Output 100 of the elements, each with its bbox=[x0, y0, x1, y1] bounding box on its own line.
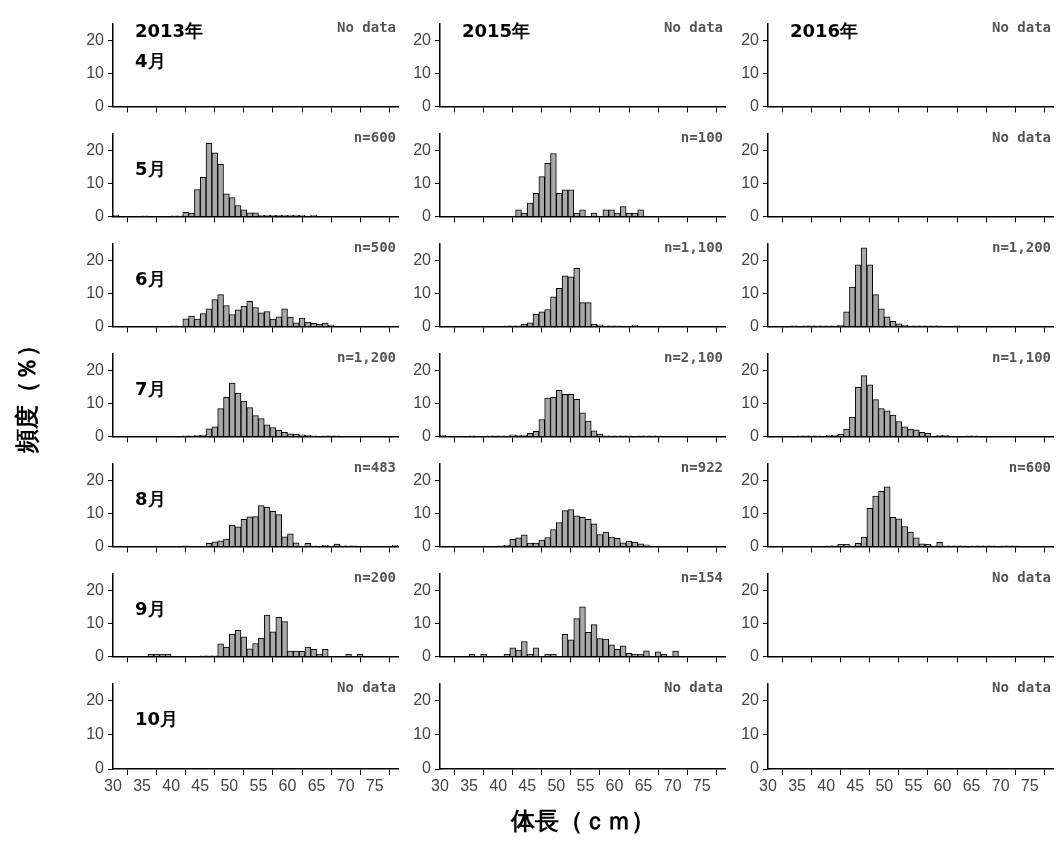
y-tick-label: 20 bbox=[413, 691, 432, 709]
y-tick-label: 10 bbox=[86, 283, 105, 301]
y-tick-label: 0 bbox=[422, 206, 432, 224]
x-tick-label: 75 bbox=[692, 777, 711, 795]
y-tick-label: 0 bbox=[750, 646, 760, 664]
x-tick-label: 50 bbox=[220, 777, 239, 795]
x-tick-label: 65 bbox=[634, 777, 653, 795]
x-tick-label: 65 bbox=[307, 777, 326, 795]
x-tick-label: 60 bbox=[605, 777, 624, 795]
annotation: n=1,200 bbox=[991, 239, 1051, 255]
y-tick-label: 10 bbox=[741, 613, 760, 631]
y-tick-label: 0 bbox=[95, 96, 105, 114]
text: 4月 bbox=[135, 49, 166, 73]
annotation: n=1,200 bbox=[336, 349, 396, 365]
text: 6月 bbox=[135, 267, 166, 291]
chart-title: 2013年 bbox=[135, 19, 204, 43]
y-tick-label: 20 bbox=[413, 140, 432, 158]
annotation: n=922 bbox=[680, 459, 723, 475]
x-tick-label: 45 bbox=[518, 777, 537, 795]
x-tick-label: 60 bbox=[933, 777, 952, 795]
y-tick-label: 10 bbox=[86, 725, 105, 743]
x-tick-label: 65 bbox=[962, 777, 981, 795]
text: 7月 bbox=[135, 377, 166, 401]
y-tick-label: 10 bbox=[413, 283, 432, 301]
y-tick-label: 20 bbox=[741, 250, 760, 268]
y-tick-label: 0 bbox=[422, 759, 432, 777]
y-tick-label: 10 bbox=[413, 63, 432, 81]
y-tick-label: 10 bbox=[413, 613, 432, 631]
y-tick-label: 0 bbox=[750, 206, 760, 224]
y-tick-label: 10 bbox=[741, 63, 760, 81]
x-tick-label: 35 bbox=[788, 777, 807, 795]
y-tick-label: 20 bbox=[413, 470, 432, 488]
y-tick-label: 20 bbox=[741, 140, 760, 158]
x-tick-label: 55 bbox=[576, 777, 595, 795]
y-tick-label: 20 bbox=[741, 30, 760, 48]
x-tick-label: 60 bbox=[278, 777, 297, 795]
annotation: No data bbox=[663, 679, 723, 695]
y-tick-label: 10 bbox=[86, 613, 105, 631]
y-tick-label: 0 bbox=[422, 426, 432, 444]
annotation: n=2,100 bbox=[663, 349, 723, 365]
y-tick-label: 0 bbox=[422, 536, 432, 554]
y-tick-label: 10 bbox=[741, 173, 760, 191]
annotation: No data bbox=[991, 679, 1051, 695]
y-tick-label: 10 bbox=[413, 393, 432, 411]
annotation: No data bbox=[336, 679, 396, 695]
y-tick-label: 10 bbox=[86, 503, 105, 521]
annotation: n=154 bbox=[680, 569, 723, 585]
y-tick-label: 0 bbox=[750, 316, 760, 334]
annotation: No data bbox=[991, 569, 1051, 585]
text: 10月 bbox=[135, 707, 179, 731]
y-tick-label: 10 bbox=[741, 283, 760, 301]
y-tick-label: 0 bbox=[95, 759, 105, 777]
x-tick-label: 55 bbox=[904, 777, 923, 795]
x-tick-label: 75 bbox=[365, 777, 384, 795]
annotation: n=200 bbox=[353, 569, 396, 585]
y-tick-label: 0 bbox=[750, 426, 760, 444]
annotation: n=500 bbox=[353, 239, 396, 255]
y-tick-label: 0 bbox=[95, 316, 105, 334]
y-tick-label: 20 bbox=[86, 30, 105, 48]
y-tick-label: 0 bbox=[422, 646, 432, 664]
x-tick-label: 45 bbox=[191, 777, 210, 795]
y-tick-label: 0 bbox=[95, 536, 105, 554]
chart-title: 2015年 bbox=[462, 19, 531, 43]
y-tick-label: 20 bbox=[741, 580, 760, 598]
y-tick-label: 10 bbox=[741, 725, 760, 743]
annotation: n=100 bbox=[680, 129, 723, 145]
x-tick-label: 55 bbox=[249, 777, 268, 795]
x-tick-label: 50 bbox=[875, 777, 894, 795]
annotation: No data bbox=[336, 19, 396, 35]
x-tick-label: 30 bbox=[431, 777, 449, 795]
annotation: No data bbox=[991, 19, 1051, 35]
x-tick-label: 40 bbox=[489, 777, 508, 795]
y-tick-label: 10 bbox=[86, 393, 105, 411]
x-tick-label: 45 bbox=[846, 777, 865, 795]
x-tick-label: 50 bbox=[547, 777, 566, 795]
y-tick-label: 10 bbox=[741, 393, 760, 411]
y-tick-label: 20 bbox=[413, 580, 432, 598]
y-tick-label: 20 bbox=[86, 470, 105, 488]
annotation: n=1,100 bbox=[991, 349, 1051, 365]
y-tick-label: 0 bbox=[422, 316, 432, 334]
text: 9月 bbox=[135, 597, 166, 621]
y-axis-title: 頻度（％） bbox=[12, 333, 42, 453]
y-tick-label: 10 bbox=[86, 63, 105, 81]
y-tick-label: 0 bbox=[95, 426, 105, 444]
y-tick-label: 0 bbox=[750, 96, 760, 114]
y-tick-label: 0 bbox=[422, 96, 432, 114]
y-tick-label: 20 bbox=[86, 140, 105, 158]
y-tick-label: 10 bbox=[86, 173, 105, 191]
x-tick-label: 30 bbox=[759, 777, 777, 795]
y-tick-label: 20 bbox=[741, 470, 760, 488]
chart-title: 2016年 bbox=[790, 19, 859, 43]
y-tick-label: 10 bbox=[413, 503, 432, 521]
y-tick-label: 20 bbox=[413, 360, 432, 378]
x-tick-label: 35 bbox=[133, 777, 152, 795]
y-tick-label: 10 bbox=[413, 725, 432, 743]
x-tick-label: 70 bbox=[991, 777, 1010, 795]
y-tick-label: 10 bbox=[413, 173, 432, 191]
y-tick-label: 20 bbox=[741, 360, 760, 378]
text: 8月 bbox=[135, 487, 166, 511]
x-tick-label: 70 bbox=[663, 777, 682, 795]
